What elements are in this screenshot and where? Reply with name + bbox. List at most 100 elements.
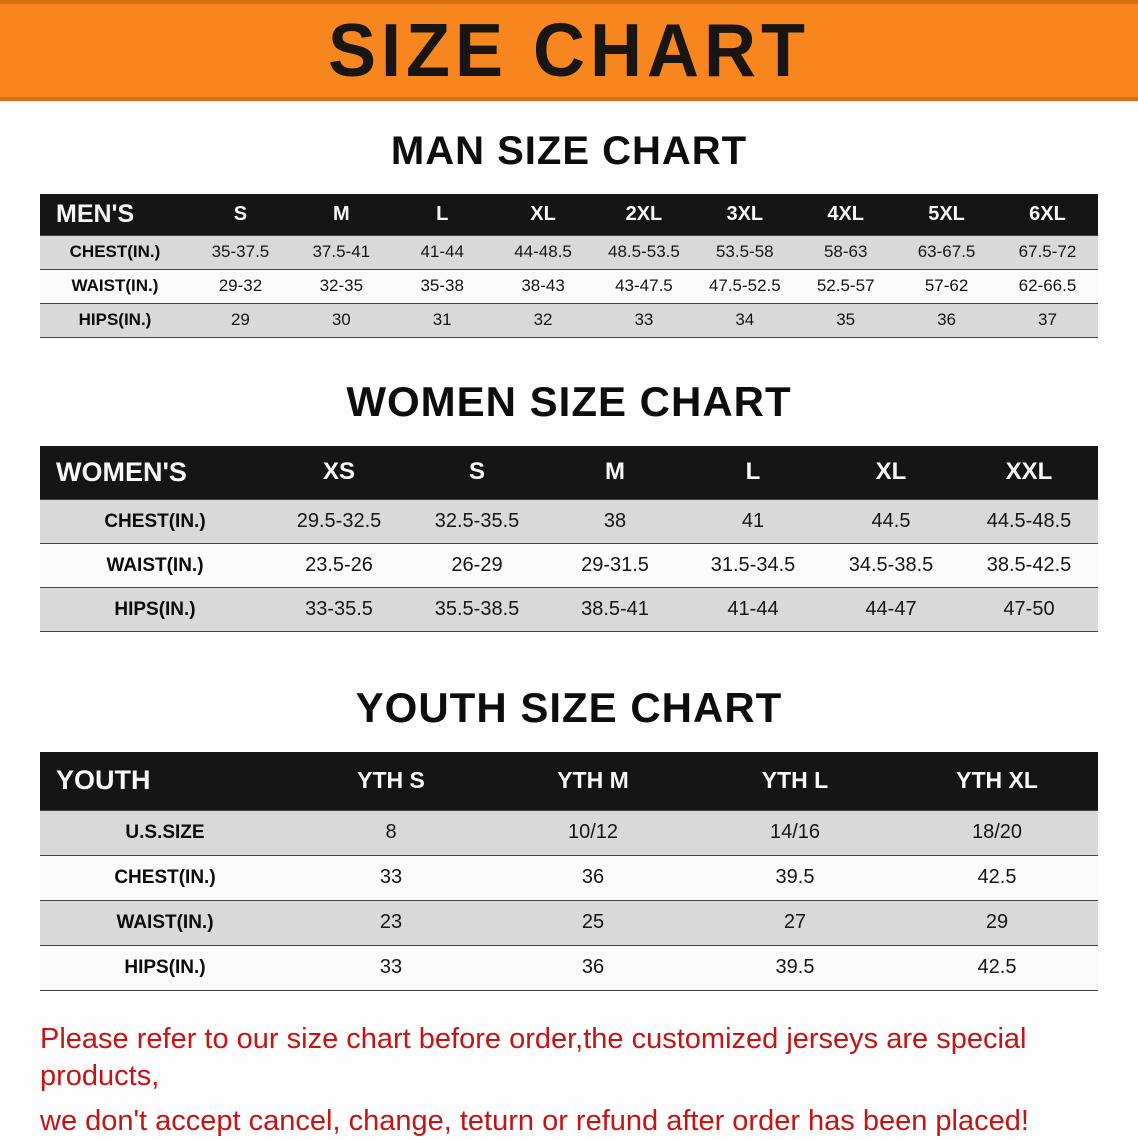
size-column-header: M: [546, 445, 684, 500]
size-value-cell: 41: [741, 510, 765, 532]
size-value-cell: 39.5: [775, 956, 815, 978]
size-value-cell: 10/12: [567, 821, 619, 843]
size-column-header: S: [408, 445, 546, 500]
size-value-cell: 34.5-38.5: [848, 554, 934, 576]
size-value-cell: 32: [533, 310, 553, 329]
size-value-cell: 36: [581, 956, 605, 978]
size-value-cell: 52.5-57: [816, 276, 875, 295]
size-value-cell: 38-43: [521, 276, 565, 295]
size-column-header: YTH S: [290, 752, 492, 810]
table-row: U.S.SIZE 8 10/12 14/16 18/20: [40, 810, 1098, 855]
size-value-cell: 67.5-72: [1018, 242, 1077, 261]
size-value-cell: 47.5-52.5: [708, 276, 781, 295]
size-column-header: 4XL: [795, 194, 897, 235]
table-header-row: WOMEN'S XS S M L XL XXL: [40, 445, 1098, 500]
youth-size-section: YOUTH SIZE CHART YOUTH YTH S YTH M YTH L YTH…: [0, 632, 1138, 991]
size-column-header: YTH M: [492, 752, 694, 810]
size-value-cell: 39.5: [775, 866, 815, 888]
size-value-cell: 34: [735, 310, 755, 329]
measurement-label: HIPS(IN.): [124, 956, 206, 978]
size-value-cell: 36: [581, 866, 605, 888]
size-value-cell: 41-44: [727, 598, 779, 620]
size-column-header: L: [391, 194, 493, 235]
size-column-header: YTH XL: [896, 752, 1098, 810]
size-value-cell: 35-38: [420, 276, 464, 295]
youth-section-heading: YOUTH SIZE CHART: [355, 684, 783, 731]
men-section-heading: MAN SIZE CHART: [390, 129, 748, 173]
table-row: CHEST(IN.) 35-37.5 37.5-41 41-44 44-48.5 48.5…: [40, 235, 1098, 269]
measurement-label: WAIST(IN.): [106, 554, 204, 576]
size-value-cell: 26-29: [451, 554, 503, 576]
size-value-cell: 38.5-41: [581, 598, 649, 620]
size-value-cell: 31.5-34.5: [710, 554, 796, 576]
measurement-label: CHEST(IN.): [114, 866, 216, 888]
size-value-cell: 53.5-58: [715, 242, 774, 261]
measurement-label: WAIST(IN.): [116, 911, 214, 933]
size-value-cell: 33-35.5: [305, 598, 373, 620]
size-value-cell: 35: [836, 310, 856, 329]
men-size-table: MEN'S S M L XL 2XL 3XL 4XL 5XL 6XL CHEST(IN.) 35-37…: [40, 194, 1098, 338]
table-row: HIPS(IN.) 29 30 31 32 33 34 35 36 37: [40, 303, 1098, 337]
size-value-cell: 44-47: [865, 598, 917, 620]
size-value-cell: 38: [603, 510, 627, 532]
women-section-heading: WOMEN SIZE CHART: [346, 377, 792, 425]
table-row: WAIST(IN.) 29-32 32-35 35-38 38-43 43-47.5 47.…: [40, 269, 1098, 303]
size-value-cell: 33: [379, 866, 403, 888]
size-value-cell: 23.5-26: [305, 554, 373, 576]
size-value-cell: 38.5-42.5: [986, 554, 1072, 576]
table-corner-label: YOUTH: [40, 752, 290, 810]
size-value-cell: 42.5: [977, 956, 1017, 978]
page-title: SIZE CHART: [328, 8, 810, 93]
size-value-cell: 29: [230, 310, 250, 329]
size-column-header: XXL: [960, 445, 1098, 500]
size-value-cell: 37: [1038, 310, 1057, 329]
table-header-row: MEN'S S M L XL 2XL 3XL 4XL 5XL 6XL: [40, 194, 1098, 235]
footer-note: Please refer to our size chart before or…: [40, 1021, 1108, 1140]
size-value-cell: 14/16: [769, 821, 821, 843]
table-corner-label: MEN'S: [40, 194, 190, 235]
size-value-cell: 47-50: [1003, 598, 1055, 620]
size-value-cell: 29: [985, 911, 1009, 933]
women-size-table: WOMEN'S XS S M L XL XXL CHEST(IN.) 29.5-32.5 32.5…: [40, 445, 1098, 632]
measurement-label: WAIST(IN.): [71, 276, 159, 295]
size-value-cell: 18/20: [971, 821, 1023, 843]
note-line-1: Please refer to our size chart before or…: [40, 1022, 1027, 1092]
measurement-label: CHEST(IN.): [104, 510, 206, 532]
size-column-header: XL: [822, 445, 960, 500]
note-line-2: we don't accept cancel, change, teturn o…: [40, 1104, 1029, 1137]
size-value-cell: 57-62: [924, 276, 969, 295]
size-value-cell: 35.5-38.5: [434, 598, 520, 620]
women-size-section: WOMEN SIZE CHART WOMEN'S XS S M L XL XXL CHEST(…: [0, 338, 1138, 632]
size-value-cell: 37.5-41: [312, 242, 371, 261]
size-value-cell: 33: [379, 956, 403, 978]
table-row: WAIST(IN.) 23.5-26 26-29 29-31.5 31.5-34.5 34…: [40, 543, 1098, 588]
size-value-cell: 30: [331, 310, 351, 329]
size-column-header: 3XL: [694, 194, 796, 235]
size-value-cell: 29.5-32.5: [296, 510, 382, 532]
size-column-header: 5XL: [896, 194, 997, 235]
size-value-cell: 8: [385, 821, 397, 843]
table-header-row: YOUTH YTH S YTH M YTH L YTH XL: [40, 752, 1098, 810]
size-column-header: S: [190, 194, 291, 235]
measurement-label: CHEST(IN.): [69, 242, 161, 261]
size-value-cell: 32-35: [319, 276, 364, 295]
youth-size-table: YOUTH YTH S YTH M YTH L YTH XL U.S.SIZE 8 10/12…: [40, 752, 1098, 991]
size-column-header: 6XL: [997, 194, 1098, 235]
size-value-cell: 44.5: [871, 510, 911, 532]
size-value-cell: 23: [379, 911, 403, 933]
size-column-header: XS: [270, 445, 408, 500]
table-corner-label: WOMEN'S: [40, 445, 270, 500]
size-value-cell: 25: [581, 911, 605, 933]
table-row: CHEST(IN.) 33 36 39.5 42.5: [40, 855, 1098, 900]
size-value-cell: 32.5-35.5: [434, 510, 520, 532]
size-value-cell: 43-47.5: [615, 276, 673, 295]
table-row: HIPS(IN.) 33-35.5 35.5-38.5 38.5-41 41-44 44-…: [40, 587, 1098, 632]
table-row: WAIST(IN.) 23 25 27 29: [40, 900, 1098, 945]
table-row: CHEST(IN.) 29.5-32.5 32.5-35.5 38 41 44.5 44.5…: [40, 499, 1098, 544]
size-value-cell: 42.5: [977, 866, 1017, 888]
size-column-header: YTH L: [694, 752, 896, 810]
size-value-cell: 41-44: [420, 242, 464, 261]
banner: SIZE CHART: [0, 0, 1138, 101]
size-value-cell: 58-63: [823, 242, 868, 261]
